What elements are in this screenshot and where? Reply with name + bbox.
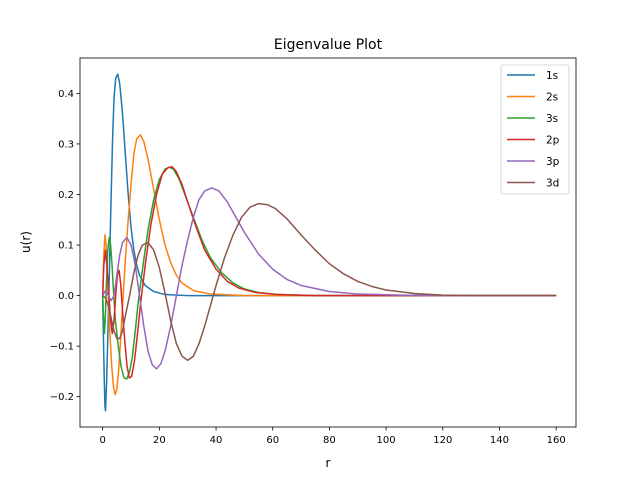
y-tick-label: −0.1 — [50, 342, 74, 353]
y-tick-label: 0.0 — [58, 291, 74, 302]
series-line-3d — [102, 202, 557, 362]
x-tick-label: 60 — [266, 435, 279, 446]
x-tick-label: 160 — [547, 435, 566, 446]
x-tick-label: 80 — [323, 435, 336, 446]
x-axis-ticks: 0 20 40 60 80 100 120 140 160 — [99, 427, 566, 446]
y-axis-ticks: −0.2 −0.1 0.0 0.1 0.2 0.3 0.4 — [50, 89, 80, 403]
legend-label-1s: 1s — [546, 70, 558, 82]
y-tick-label: 0.4 — [58, 89, 74, 100]
x-tick-label: 140 — [490, 435, 509, 446]
y-tick-label: 0.3 — [58, 139, 74, 150]
legend: 1s 2s 3s 2p 3p 3d — [500, 64, 570, 195]
chart-title: Eigenvalue Plot — [274, 37, 383, 53]
x-axis-label: r — [326, 456, 331, 470]
series-group — [101, 73, 557, 412]
y-tick-label: 0.2 — [58, 190, 74, 201]
plot-area: 0 20 40 60 80 100 120 140 160 −0.2 −0.1 0.0 0.1 0.2 0… — [50, 57, 577, 446]
axes-frame — [79, 57, 577, 428]
legend-box — [500, 64, 570, 195]
series-line-3p — [102, 187, 557, 370]
y-tick-label: −0.2 — [50, 392, 74, 403]
x-tick-label: 0 — [99, 435, 105, 446]
legend-entries: 1s 2s 3s 2p 3p 3d — [507, 70, 560, 190]
legend-label-3d: 3d — [546, 178, 559, 190]
legend-label-3p: 3p — [546, 156, 560, 168]
series-line-2p — [101, 165, 557, 379]
x-tick-label: 120 — [433, 435, 452, 446]
legend-label-3s: 3s — [546, 113, 558, 125]
x-tick-label: 40 — [210, 435, 223, 446]
y-axis-label: u(r) — [19, 231, 33, 253]
x-tick-label: 20 — [153, 435, 166, 446]
series-line-3s — [101, 166, 557, 380]
legend-label-2s: 2s — [546, 92, 558, 104]
x-tick-label: 100 — [377, 435, 396, 446]
legend-label-2p: 2p — [546, 135, 560, 147]
y-tick-label: 0.1 — [58, 241, 74, 252]
series-line-1s — [101, 73, 557, 412]
